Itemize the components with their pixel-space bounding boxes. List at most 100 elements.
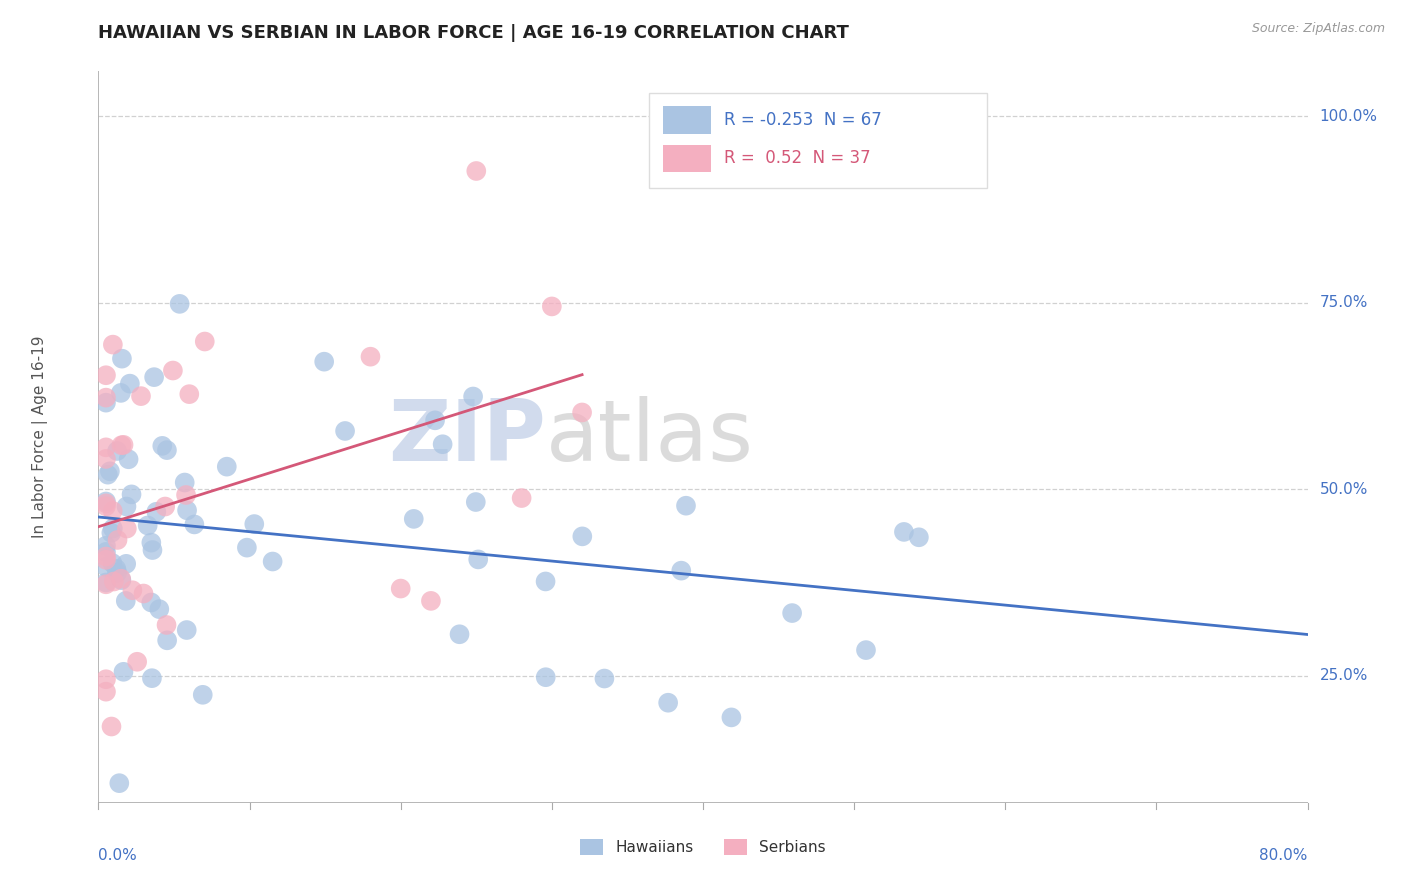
Point xyxy=(540,300,562,314)
Point xyxy=(100,719,122,733)
Point xyxy=(720,710,742,724)
Point xyxy=(420,594,443,608)
Point xyxy=(173,475,195,490)
Point xyxy=(114,594,136,608)
Point xyxy=(101,522,124,536)
Point xyxy=(141,535,163,549)
Text: 25.0%: 25.0% xyxy=(1320,668,1368,683)
Point xyxy=(94,549,117,564)
Point xyxy=(389,582,412,596)
Point xyxy=(94,560,117,574)
Point xyxy=(449,627,471,641)
Point xyxy=(243,516,266,531)
Point xyxy=(117,452,139,467)
Point xyxy=(94,391,117,405)
Point xyxy=(174,488,197,502)
Text: In Labor Force | Age 16-19: In Labor Force | Age 16-19 xyxy=(32,335,48,539)
Point xyxy=(111,351,134,366)
Point xyxy=(423,413,446,427)
Point xyxy=(141,595,163,609)
Point xyxy=(467,552,489,566)
Point xyxy=(360,350,382,364)
Point xyxy=(236,541,259,555)
Point xyxy=(115,500,138,514)
Text: R =  0.52  N = 37: R = 0.52 N = 37 xyxy=(724,149,870,168)
Text: ZIP: ZIP xyxy=(388,395,546,479)
Point xyxy=(94,496,117,510)
Point xyxy=(510,491,533,505)
Legend: Hawaiians, Serbians: Hawaiians, Serbians xyxy=(574,833,832,861)
Point xyxy=(101,504,124,518)
Point xyxy=(127,655,149,669)
Point xyxy=(132,586,155,600)
Point xyxy=(100,525,122,540)
Point xyxy=(402,512,425,526)
Point xyxy=(145,505,167,519)
Point xyxy=(156,633,179,648)
Point xyxy=(194,334,217,349)
Point xyxy=(94,494,117,508)
Point xyxy=(94,577,117,591)
Text: atlas: atlas xyxy=(546,395,754,479)
Point xyxy=(101,556,124,570)
FancyBboxPatch shape xyxy=(664,145,711,172)
Point xyxy=(121,487,143,501)
Point xyxy=(94,684,117,698)
Text: 0.0%: 0.0% xyxy=(98,847,138,863)
Point xyxy=(571,405,593,419)
Point xyxy=(534,574,557,589)
Point xyxy=(893,524,915,539)
Point xyxy=(94,539,117,553)
Point xyxy=(94,368,117,383)
Point xyxy=(465,164,488,178)
Text: 50.0%: 50.0% xyxy=(1320,482,1368,497)
Point xyxy=(107,533,129,547)
Text: 75.0%: 75.0% xyxy=(1320,295,1368,310)
Text: Source: ZipAtlas.com: Source: ZipAtlas.com xyxy=(1251,22,1385,36)
Point xyxy=(162,363,184,377)
Text: 100.0%: 100.0% xyxy=(1320,109,1378,124)
Point xyxy=(110,385,132,400)
Point xyxy=(105,562,128,576)
Point xyxy=(314,354,336,368)
Point xyxy=(155,618,177,632)
Point xyxy=(94,500,117,514)
Point xyxy=(179,387,201,401)
Point xyxy=(112,438,135,452)
Point xyxy=(215,459,238,474)
FancyBboxPatch shape xyxy=(648,94,987,188)
Point xyxy=(136,518,159,533)
Point xyxy=(110,438,132,452)
Point xyxy=(262,555,284,569)
Point xyxy=(101,337,124,351)
Point xyxy=(183,517,205,532)
Point xyxy=(432,437,454,451)
Point xyxy=(191,688,214,702)
Point xyxy=(780,606,803,620)
Point xyxy=(105,566,128,580)
Text: HAWAIIAN VS SERBIAN IN LABOR FORCE | AGE 16-19 CORRELATION CHART: HAWAIIAN VS SERBIAN IN LABOR FORCE | AGE… xyxy=(98,24,849,42)
Point xyxy=(534,670,557,684)
Point xyxy=(108,776,131,790)
Point xyxy=(94,672,117,686)
Point xyxy=(176,623,198,637)
Point xyxy=(908,530,931,544)
Point xyxy=(156,443,179,458)
Point xyxy=(94,452,117,467)
Point xyxy=(143,370,166,384)
Point xyxy=(671,564,693,578)
Point xyxy=(150,439,173,453)
Point xyxy=(593,672,616,686)
Point xyxy=(169,297,191,311)
Point xyxy=(153,500,176,514)
Point xyxy=(98,464,121,478)
Point xyxy=(103,574,125,589)
Point xyxy=(115,522,138,536)
Point xyxy=(118,376,141,391)
Point xyxy=(110,572,132,586)
Point xyxy=(461,390,484,404)
Point xyxy=(115,557,138,571)
Point xyxy=(94,545,117,559)
Point xyxy=(464,495,486,509)
Point xyxy=(657,696,679,710)
